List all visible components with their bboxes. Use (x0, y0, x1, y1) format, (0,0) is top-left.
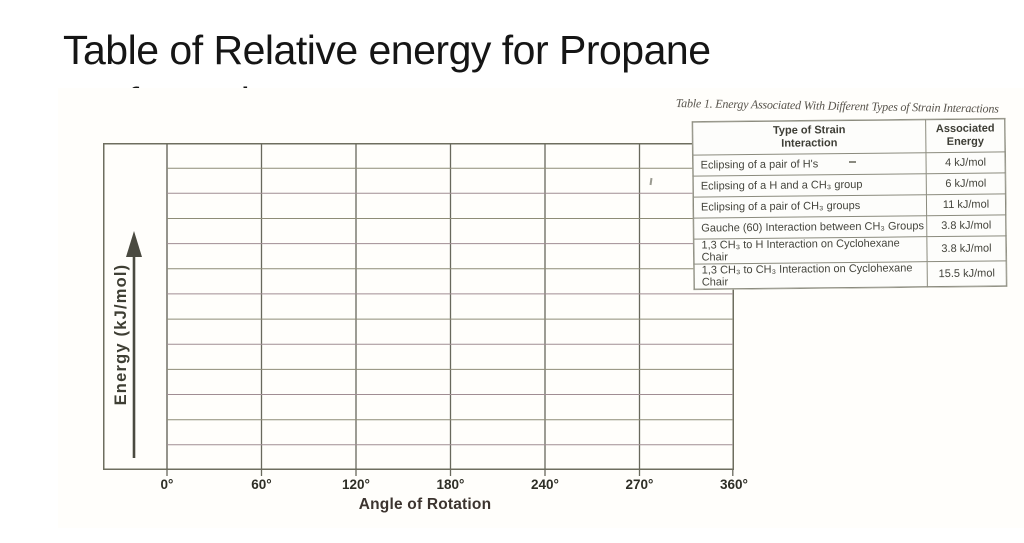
energy-vs-rotation-chart (103, 143, 734, 477)
strain-type: 1,3 CH₃ to CH₃ Interaction on Cyclohexan… (694, 261, 928, 290)
x-tick-180: 180° (436, 477, 465, 492)
strain-type: 1,3 CH₃ to H Interaction on Cyclohexane … (693, 236, 928, 265)
chart-grid (103, 143, 734, 476)
x-tick-60: 60° (251, 477, 272, 492)
strain-type: Eclipsing of a pair of H's (692, 152, 927, 177)
strain-energy: 3.8 kJ/mol (926, 235, 1007, 262)
x-tick-270: 270° (625, 477, 654, 492)
table-row: 1,3 CH₃ to CH₃ Interaction on Cyclohexan… (694, 260, 1007, 290)
column-header-type-line2: Interaction (781, 137, 838, 150)
column-header-type: Type of Strain Interaction (692, 119, 926, 156)
x-tick-0: 0° (160, 477, 174, 492)
strain-type: Gauche (60) Interaction between CH₃ Grou… (693, 215, 927, 240)
page-title-line-1: Table of Relative energy for Propane (63, 27, 711, 73)
x-tick-360: 360° (720, 477, 748, 492)
x-tick-240: 240° (531, 477, 559, 492)
strain-type: Eclipsing of a H and a CH₃ group (693, 173, 927, 198)
table-row: 1,3 CH₃ to H Interaction on Cyclohexane … (693, 235, 1007, 265)
scan-artifact-dash (849, 161, 856, 163)
column-header-energy: Associated Energy (925, 118, 1005, 153)
column-header-energy-line1: Associated (935, 122, 995, 136)
strain-energy: 3.8 kJ/mol (926, 214, 1006, 237)
strain-type: Eclipsing of a pair of CH₃ groups (693, 194, 927, 219)
strain-energy: 6 kJ/mol (926, 172, 1006, 195)
strain-energy: 11 kJ/mol (926, 193, 1006, 216)
strain-table: Type of Strain Interaction Associated En… (692, 118, 1007, 290)
y-axis-arrow-icon (126, 231, 142, 458)
table-header-row: Type of Strain Interaction Associated En… (692, 118, 1005, 156)
column-header-energy-line2: Energy (946, 135, 985, 148)
y-axis-label: Energy (kJ/mol) (112, 263, 130, 406)
strain-energy: 15.5 kJ/mol (927, 260, 1007, 287)
strain-energy: 4 kJ/mol (925, 151, 1006, 174)
x-axis-label: Angle of Rotation (358, 496, 492, 513)
x-tick-120: 120° (342, 477, 370, 492)
